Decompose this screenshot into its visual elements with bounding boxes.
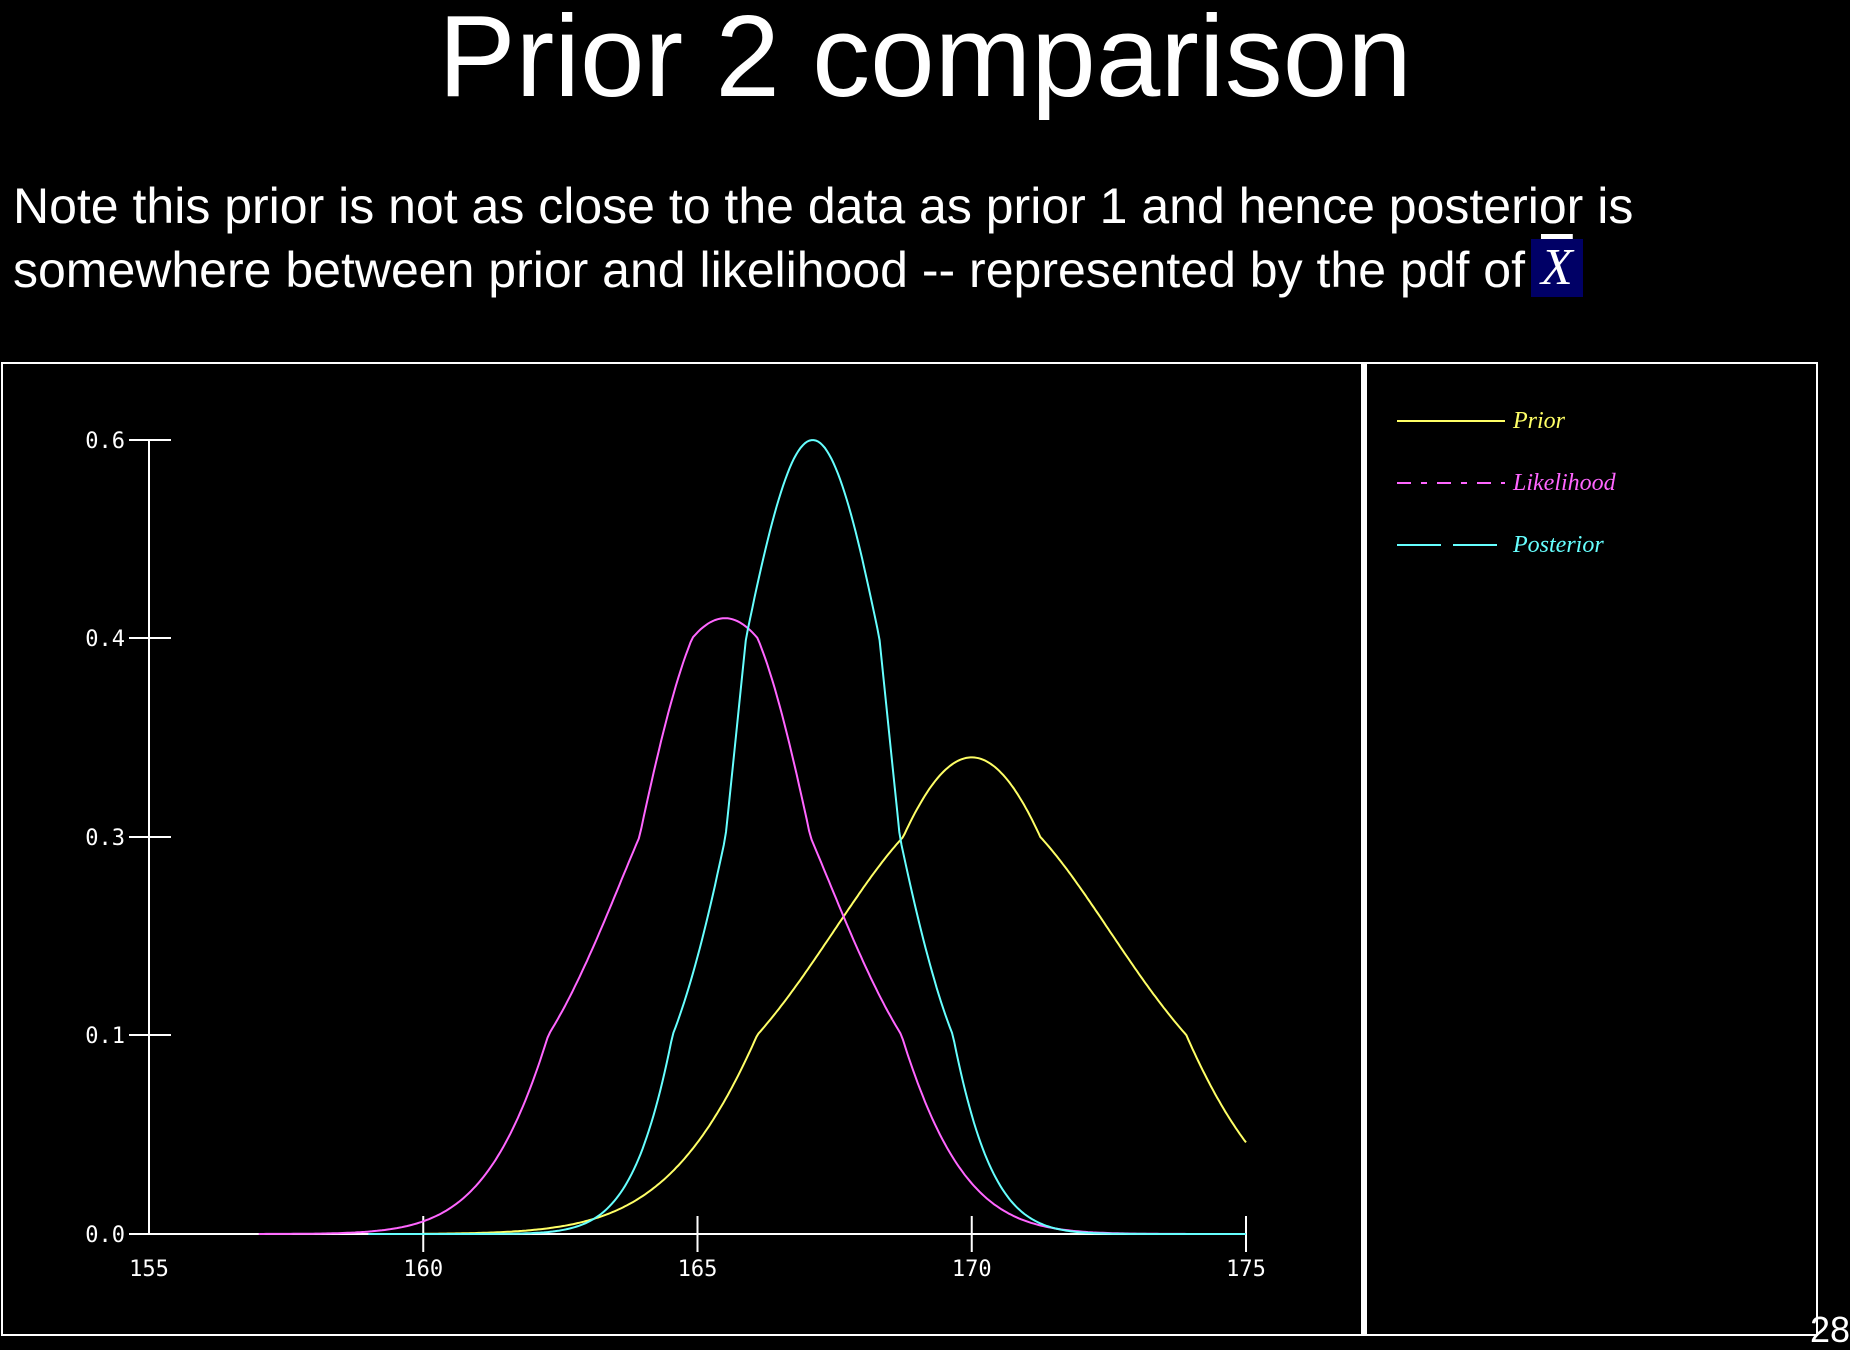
y-tick-label: 0.4 — [85, 627, 125, 652]
legend-label: Prior — [1513, 407, 1566, 434]
x-tick-label: 160 — [403, 1257, 443, 1282]
xbar-letter: X — [1541, 238, 1573, 296]
legend-swatch — [1397, 420, 1505, 422]
legend-item-likelihood: Likelihood — [1397, 468, 1616, 498]
slide-title: Prior 2 comparison — [438, 0, 1412, 121]
x-tick-label: 155 — [129, 1257, 169, 1282]
x-tick-label: 170 — [952, 1257, 992, 1282]
y-tick-label: 0.0 — [85, 1223, 125, 1248]
page-number: 28 — [1809, 1309, 1850, 1350]
slide-body-text: Note this prior is not as close to the d… — [13, 174, 1813, 303]
legend-label: Likelihood — [1513, 469, 1616, 496]
y-tick-label: 0.3 — [85, 826, 125, 851]
legend-swatch — [1397, 482, 1505, 484]
y-tick-label: 0.6 — [85, 429, 125, 454]
legend-panel: Prior Likelihood Posterior — [1363, 362, 1818, 1336]
density-chart: 0.0 0.1 0.3 0.4 0.6 155 160 165 170 175 — [85, 429, 1266, 1282]
series-line-posterior — [368, 439, 1246, 1235]
legend-item-prior: Prior — [1397, 406, 1565, 436]
legend-label: Posterior — [1513, 531, 1604, 558]
xbar-symbol: X — [1531, 238, 1583, 297]
plot-frame: 0.0 0.1 0.3 0.4 0.6 155 160 165 170 175 — [1, 362, 1363, 1336]
series-line-likelihood — [258, 617, 1246, 1235]
body-text: Note this prior is not as close to the d… — [13, 178, 1634, 298]
series-line-prior — [423, 756, 1247, 1235]
x-tick-label: 165 — [678, 1257, 718, 1282]
legend-swatch — [1397, 544, 1505, 546]
y-tick-label: 0.1 — [85, 1024, 125, 1049]
x-tick-label: 175 — [1226, 1257, 1266, 1282]
legend-item-posterior: Posterior — [1397, 530, 1604, 560]
